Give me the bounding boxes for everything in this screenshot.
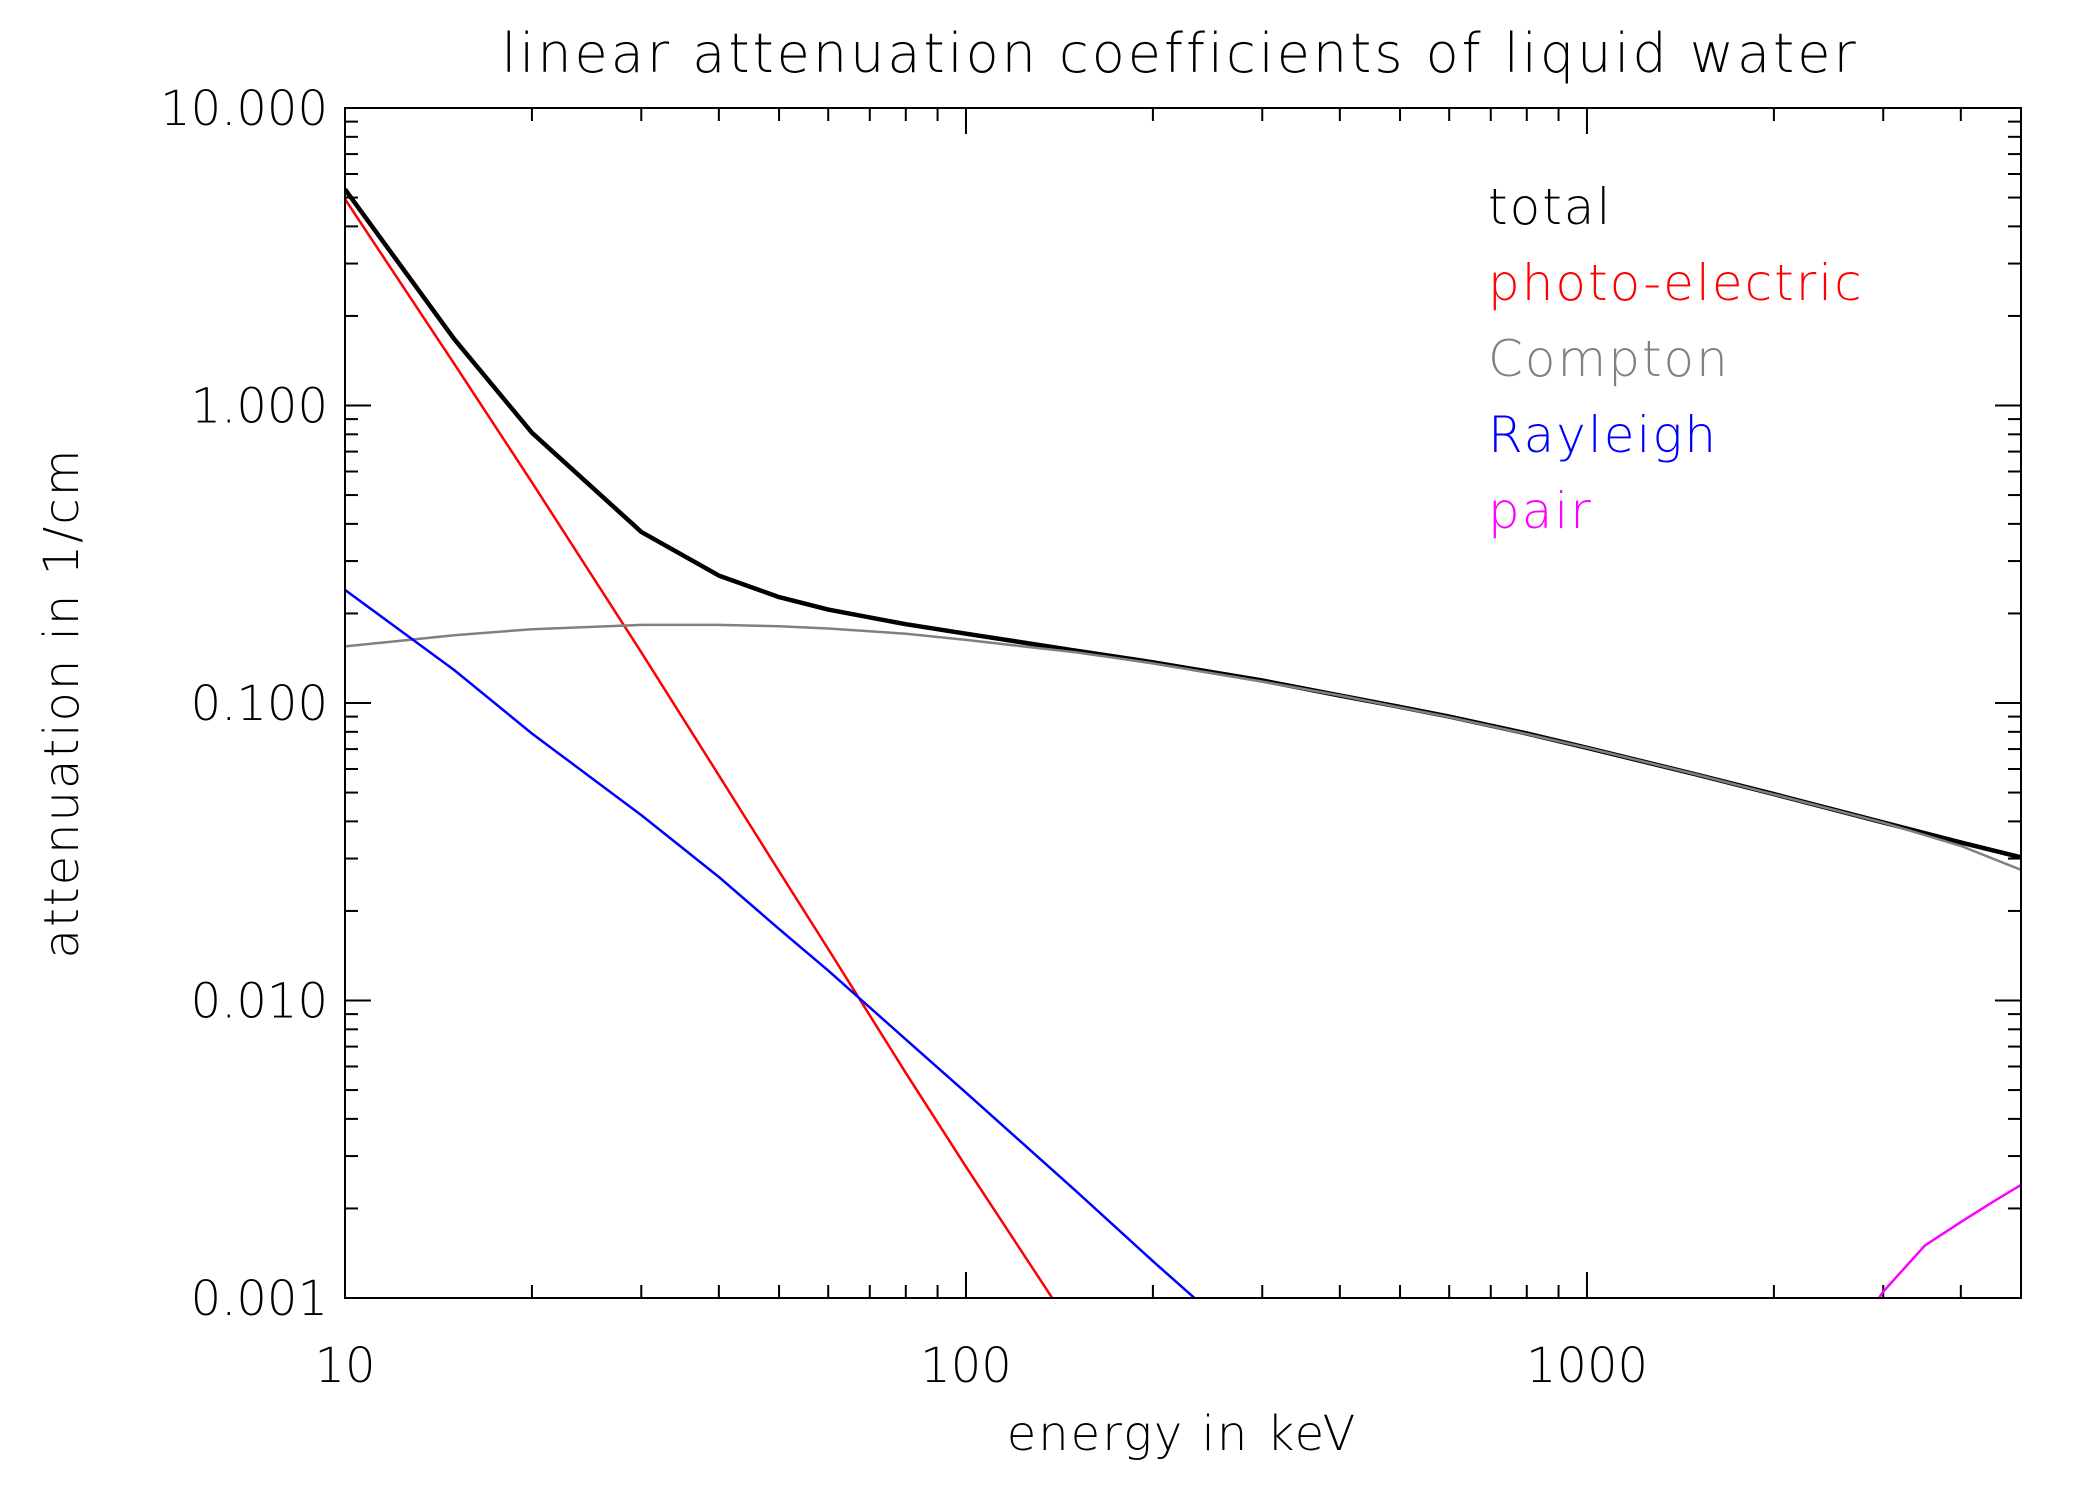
x-tick-label: 10 [314,1338,375,1394]
y-tick-label: 0.001 [191,1271,328,1327]
x-tick-labels: 10 100 1000 [314,1338,1648,1394]
series-line-rayleigh [345,588,1197,1298]
y-tick-label: 0.010 [191,974,328,1030]
series-line-photo-electric [345,198,1054,1298]
series-lines [345,187,2021,1298]
x-axis-label: energy in keV [1007,1406,1358,1462]
y-tick-label: 1.000 [191,379,328,435]
x-tick-label: 1000 [1526,1338,1648,1394]
legend-entry: total [1488,178,1612,236]
plot-frame [344,107,2022,1299]
y-axis-label: attenuation in 1/cm [34,448,90,959]
y-tick-labels: 0.001 0.010 0.100 1.000 10.000 [160,81,328,1327]
legend-entry: pair [1488,482,1593,540]
legend-entry: Rayleigh [1488,406,1718,464]
legend-entry: Compton [1488,330,1730,388]
legend: total photo-electric Compton Rayleigh pair [1488,178,1864,540]
y-tick-label: 0.100 [191,676,328,732]
series-line-compton [345,623,2021,871]
chart-title: linear attenuation coefficients of liqui… [501,22,1858,85]
x-tick-label: 100 [920,1338,1012,1394]
y-tick-label: 10.000 [160,81,328,137]
legend-entry: photo-electric [1488,254,1864,312]
series-line-pair [1877,1183,2021,1298]
